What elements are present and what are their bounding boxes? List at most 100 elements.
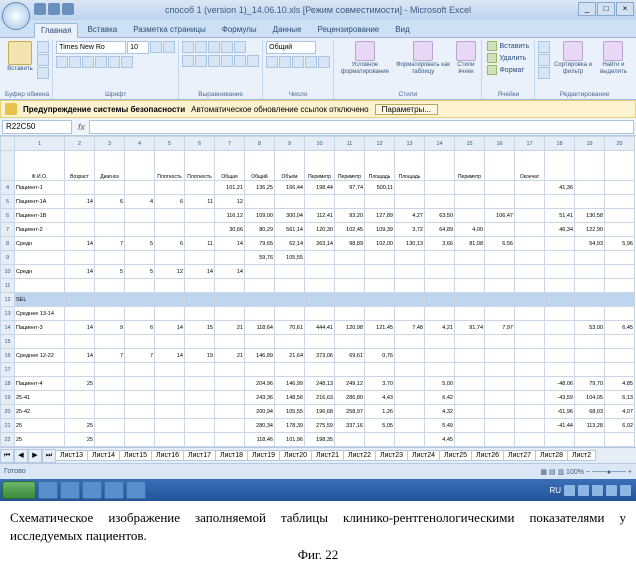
data-cell[interactable]: 118,46 xyxy=(245,433,275,447)
data-cell[interactable] xyxy=(125,391,155,405)
data-cell[interactable] xyxy=(275,279,305,293)
currency-icon[interactable] xyxy=(266,56,278,68)
data-cell[interactable] xyxy=(335,307,365,321)
sheet-tab[interactable]: Лист14 xyxy=(87,450,120,461)
volume-icon[interactable] xyxy=(606,485,617,496)
data-cell[interactable] xyxy=(125,405,155,419)
data-cell[interactable]: 146,99 xyxy=(275,377,305,391)
align-middle-icon[interactable] xyxy=(195,41,207,53)
header-cell[interactable] xyxy=(125,151,155,181)
data-cell[interactable] xyxy=(125,181,155,195)
data-cell[interactable] xyxy=(95,433,125,447)
data-cell[interactable]: 6 xyxy=(95,195,125,209)
data-cell[interactable]: 41,36 xyxy=(545,181,575,195)
data-cell[interactable]: 136,25 xyxy=(245,181,275,195)
format-painter-icon[interactable] xyxy=(37,67,49,79)
data-cell[interactable] xyxy=(155,293,185,307)
data-cell[interactable] xyxy=(605,349,635,363)
data-cell[interactable]: 127,89 xyxy=(365,209,395,223)
data-cell[interactable] xyxy=(245,195,275,209)
row-header[interactable]: 7 xyxy=(1,223,15,237)
data-cell[interactable] xyxy=(365,433,395,447)
data-cell[interactable] xyxy=(515,349,545,363)
view-pagebreak-icon[interactable]: ▥ xyxy=(557,469,564,476)
data-cell[interactable]: 6 xyxy=(155,237,185,251)
indent-dec-icon[interactable] xyxy=(221,55,233,67)
security-options-button[interactable]: Параметры... xyxy=(375,104,438,115)
data-cell[interactable]: 166,44 xyxy=(275,181,305,195)
row-header[interactable]: 15 xyxy=(1,335,15,349)
col-header[interactable]: 20 xyxy=(605,137,635,151)
data-cell[interactable] xyxy=(605,363,635,377)
col-header[interactable]: 3 xyxy=(95,137,125,151)
tray-icon[interactable] xyxy=(592,485,603,496)
data-cell[interactable]: 102,45 xyxy=(335,223,365,237)
data-cell[interactable] xyxy=(545,265,575,279)
data-cell[interactable] xyxy=(395,335,425,349)
data-cell[interactable] xyxy=(125,335,155,349)
data-cell[interactable] xyxy=(515,251,545,265)
data-cell[interactable]: 6,45 xyxy=(605,321,635,335)
row-header[interactable]: 13 xyxy=(1,307,15,321)
data-cell[interactable] xyxy=(185,335,215,349)
data-cell[interactable]: 14 xyxy=(65,195,95,209)
data-cell[interactable] xyxy=(185,391,215,405)
sheet-next-button[interactable]: ▶ xyxy=(28,449,42,463)
sheet-tab[interactable]: Лист21 xyxy=(311,450,344,461)
data-cell[interactable] xyxy=(185,307,215,321)
data-cell[interactable] xyxy=(515,321,545,335)
fill-color-icon[interactable] xyxy=(108,56,120,68)
ribbon-tab-1[interactable]: Вставка xyxy=(80,22,124,37)
data-cell[interactable] xyxy=(395,251,425,265)
data-cell[interactable]: 7,48 xyxy=(395,321,425,335)
data-cell[interactable] xyxy=(395,181,425,195)
data-cell[interactable]: 68,03 xyxy=(575,405,605,419)
sheet-tab[interactable]: Лист16 xyxy=(151,450,184,461)
data-cell[interactable] xyxy=(425,265,455,279)
data-cell[interactable]: 81,08 xyxy=(455,237,485,251)
data-cell[interactable] xyxy=(65,363,95,377)
data-cell[interactable]: 122,90 xyxy=(575,223,605,237)
task-item[interactable] xyxy=(38,481,58,499)
task-item[interactable] xyxy=(82,481,102,499)
data-cell[interactable] xyxy=(605,265,635,279)
sheet-first-button[interactable]: ⏮ xyxy=(0,449,14,463)
find-select-icon[interactable] xyxy=(603,41,623,61)
clear-icon[interactable] xyxy=(538,67,550,79)
data-cell[interactable]: 7 xyxy=(125,349,155,363)
data-cell[interactable] xyxy=(335,279,365,293)
data-cell[interactable] xyxy=(155,209,185,223)
data-cell[interactable]: 14 xyxy=(185,265,215,279)
data-cell[interactable] xyxy=(365,279,395,293)
data-cell[interactable] xyxy=(185,251,215,265)
sheet-tab[interactable]: Лист15 xyxy=(119,450,152,461)
data-cell[interactable] xyxy=(605,181,635,195)
data-cell[interactable]: 5,05 xyxy=(365,419,395,433)
data-cell[interactable] xyxy=(155,363,185,377)
data-cell[interactable] xyxy=(515,363,545,377)
align-right-icon[interactable] xyxy=(208,55,220,67)
data-cell[interactable]: 4,43 xyxy=(365,391,395,405)
data-cell[interactable]: 53,00 xyxy=(575,321,605,335)
data-cell[interactable] xyxy=(185,209,215,223)
data-cell[interactable]: 7 xyxy=(95,237,125,251)
data-cell[interactable]: 63,50 xyxy=(425,209,455,223)
data-cell[interactable] xyxy=(575,363,605,377)
data-cell[interactable] xyxy=(65,405,95,419)
data-cell[interactable] xyxy=(485,391,515,405)
header-cell[interactable]: Окончат xyxy=(515,151,545,181)
data-cell[interactable] xyxy=(65,223,95,237)
data-cell[interactable]: 5 xyxy=(95,265,125,279)
sort-filter-icon[interactable] xyxy=(563,41,583,61)
row-header[interactable]: 12 xyxy=(1,293,15,307)
header-cell[interactable]: Площадь xyxy=(365,151,395,181)
data-cell[interactable]: 98,89 xyxy=(335,237,365,251)
col-header[interactable]: 12 xyxy=(365,137,395,151)
data-cell[interactable] xyxy=(575,349,605,363)
data-cell[interactable] xyxy=(455,307,485,321)
data-cell[interactable]: 21,64 xyxy=(275,349,305,363)
data-cell[interactable] xyxy=(455,377,485,391)
data-cell[interactable] xyxy=(125,223,155,237)
data-cell[interactable] xyxy=(65,335,95,349)
data-cell[interactable] xyxy=(455,265,485,279)
